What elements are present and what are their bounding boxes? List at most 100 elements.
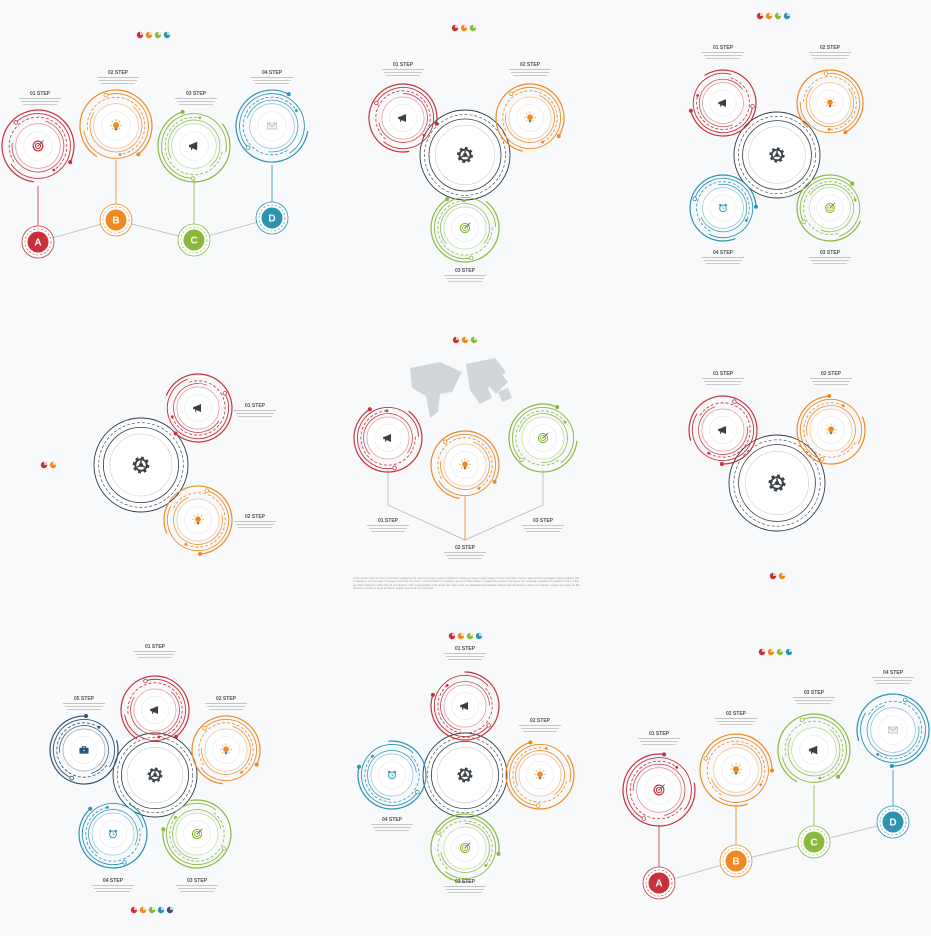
color-legend-dots <box>452 336 478 344</box>
light-bulb-icon <box>825 423 837 435</box>
step-marker-d: D <box>255 201 289 235</box>
step-label-title: 03 STEP <box>803 690 824 696</box>
step-marker-letter: A <box>34 238 41 249</box>
light-bulb-icon <box>109 119 123 132</box>
filler-text-line <box>513 75 547 76</box>
filler-text-line <box>812 381 850 382</box>
step-marker-letter: D <box>268 214 275 225</box>
filler-text-line <box>21 101 59 102</box>
filler-text-line <box>638 738 680 739</box>
step-marker-letter: A <box>655 879 662 890</box>
filler-text-line <box>717 721 755 722</box>
gear-icon <box>456 146 474 164</box>
step-label-title: 02 STEP <box>215 696 236 702</box>
filler-text-line <box>65 706 103 707</box>
filler-text-line <box>207 706 245 707</box>
step-label-title: 03 STEP <box>185 91 206 97</box>
target-icon <box>459 222 471 234</box>
filler-text-line <box>444 653 486 654</box>
color-legend-dots <box>136 31 171 39</box>
filler-text-line <box>367 525 409 526</box>
megaphone-icon <box>718 99 726 107</box>
megaphone-icon <box>460 702 469 710</box>
filler-text-line <box>702 257 744 258</box>
step-label: 03 STEP <box>176 878 218 892</box>
filler-text-line <box>179 104 213 105</box>
step-label-title: 02 STEP <box>529 718 550 724</box>
filler-text-line <box>813 263 847 264</box>
filler-text-line <box>386 75 420 76</box>
step-circle <box>796 174 862 242</box>
filler-text-line <box>23 104 57 105</box>
filler-text-line <box>448 558 482 559</box>
connector-line <box>658 821 894 884</box>
step-label-title: 03 STEP <box>532 518 553 524</box>
filler-text-line <box>526 531 560 532</box>
filler-text-line <box>521 728 559 729</box>
step-label-title: 01 STEP <box>454 646 475 652</box>
light-bulb-icon <box>524 111 536 123</box>
filler-text-line <box>702 378 744 379</box>
filler-text-line <box>715 718 757 719</box>
filler-text-line <box>524 528 562 529</box>
step-label: 03 STEP <box>522 518 564 532</box>
filler-text-line <box>446 656 484 657</box>
megaphone-icon <box>808 745 818 755</box>
filler-text-line <box>509 69 551 70</box>
filler-text-line <box>702 52 744 53</box>
alarm-clock-icon <box>109 829 117 839</box>
step-marker-d: D <box>876 805 910 839</box>
color-legend-dots <box>451 24 477 32</box>
filler-text-line <box>814 384 848 385</box>
step-circle <box>368 83 439 153</box>
megaphone-icon <box>188 141 198 151</box>
filler-text-line <box>704 381 742 382</box>
filler-text-line <box>444 275 486 276</box>
filler-text-line <box>519 725 561 726</box>
step-label: 02 STEP <box>715 711 757 725</box>
filler-text-line <box>448 659 482 660</box>
step-marker-letter: B <box>732 857 739 868</box>
light-bulb-icon <box>220 743 232 755</box>
filler-text-line <box>444 552 486 553</box>
step-label: 04 STEP <box>872 670 914 684</box>
target-icon <box>32 140 44 152</box>
gear-icon <box>147 767 163 783</box>
step-marker-a: A <box>21 225 55 259</box>
filler-text-line <box>175 98 217 99</box>
target-icon <box>459 842 471 854</box>
step-marker-letter: C <box>810 838 817 849</box>
filler-text-line <box>811 55 849 56</box>
filler-text-line <box>706 263 740 264</box>
step-label-title: 01 STEP <box>392 62 413 68</box>
filler-text-line <box>177 101 215 102</box>
filler-text-line <box>373 827 411 828</box>
step-label: 02 STEP <box>444 545 486 559</box>
step-label-title: 04 STEP <box>712 250 733 256</box>
filler-text-line <box>448 281 482 282</box>
step-label: 01 STEP <box>19 91 61 105</box>
filler-text-line <box>97 77 139 78</box>
filler-text-line <box>444 886 486 887</box>
filler-text-line <box>876 683 910 684</box>
light-bulb-icon <box>192 513 204 525</box>
filler-text-line <box>19 98 61 99</box>
filler-text-line <box>67 709 101 710</box>
step-label-title: 01 STEP <box>29 91 50 97</box>
step-label: 03 STEP <box>175 91 217 105</box>
filler-text-line <box>251 77 293 78</box>
step-label-title: 01 STEP <box>648 731 669 737</box>
filler-text-line <box>382 69 424 70</box>
filler-text-line <box>706 58 740 59</box>
alarm-clock-icon <box>388 770 396 780</box>
filler-text-line <box>797 703 831 704</box>
filler-text-line <box>448 892 482 893</box>
filler-text-line <box>371 531 405 532</box>
step-marker-b: B <box>99 203 133 237</box>
step-label: 05 STEP <box>63 696 105 710</box>
step-label: 04 STEP <box>92 878 134 892</box>
filler-text-line <box>205 703 247 704</box>
step-label: 04 STEP <box>702 250 744 264</box>
color-legend-dots <box>448 632 483 640</box>
